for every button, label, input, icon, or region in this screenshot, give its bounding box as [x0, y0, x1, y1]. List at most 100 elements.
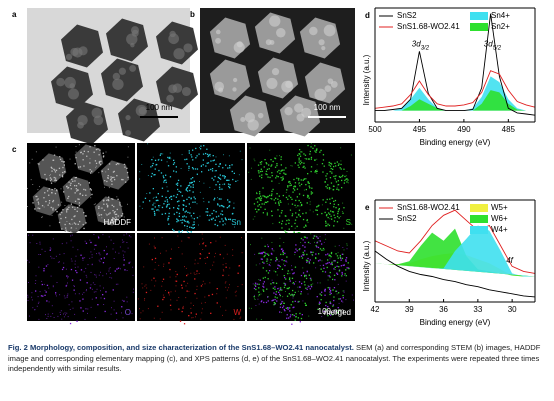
map-noise — [63, 316, 65, 318]
map-dot — [332, 188, 335, 191]
map-noise — [351, 294, 353, 296]
map-dot — [180, 284, 183, 286]
map-dot — [331, 263, 333, 266]
map-noise — [85, 274, 87, 276]
map-dot — [106, 180, 108, 183]
map-noise — [124, 251, 126, 253]
map-dot — [71, 178, 73, 181]
map-dot — [289, 182, 291, 184]
map-dot — [344, 273, 346, 275]
map-noise — [255, 264, 257, 266]
map-dot — [36, 195, 38, 198]
map-noise — [334, 269, 336, 270]
map-noise — [41, 216, 43, 218]
map-dot — [296, 250, 298, 252]
map-dot — [341, 271, 343, 274]
map-dot — [108, 199, 110, 202]
map-dot — [101, 207, 103, 209]
map-dot — [330, 215, 332, 217]
map-dot — [336, 273, 339, 275]
map-dot — [68, 206, 70, 208]
map-noise — [283, 303, 284, 304]
map-noise — [63, 313, 64, 315]
map-noise — [305, 178, 307, 180]
map-dot — [66, 211, 68, 213]
map-dot — [229, 167, 231, 169]
map-noise — [338, 245, 340, 247]
map-dot — [297, 232, 299, 234]
map-dot — [340, 259, 342, 261]
map-noise — [215, 240, 217, 242]
map-dot — [187, 185, 190, 187]
map-dot — [228, 205, 231, 207]
map-noise — [100, 290, 101, 292]
map-dot — [263, 290, 265, 292]
map-dot — [82, 310, 84, 312]
map-dot — [216, 302, 218, 304]
map-noise — [64, 205, 66, 206]
map-dot — [51, 170, 53, 172]
map-dot — [281, 179, 283, 181]
map-noise — [97, 213, 99, 215]
map-dot — [325, 222, 327, 224]
map-noise — [199, 215, 201, 217]
particle — [100, 160, 130, 190]
map-dot — [231, 164, 233, 166]
map-noise — [269, 149, 271, 151]
map-dot — [300, 317, 303, 320]
map-dot — [286, 314, 288, 316]
map-noise — [254, 160, 256, 162]
map-dot — [190, 215, 192, 217]
map-dot — [316, 242, 318, 244]
map-noise — [289, 181, 291, 182]
map-dot — [304, 274, 306, 277]
map-noise — [40, 254, 41, 255]
line — [375, 13, 536, 116]
map-dot — [261, 258, 263, 260]
map-dot — [194, 278, 196, 280]
map-dot — [193, 180, 195, 183]
annotation: 4f — [506, 256, 513, 265]
map-noise — [56, 282, 58, 283]
map-dot — [280, 248, 283, 250]
map-noise — [153, 202, 155, 204]
map-noise — [152, 156, 154, 158]
map-dot — [85, 242, 88, 244]
map-noise — [266, 263, 268, 264]
map-dot — [300, 183, 303, 185]
map-dot — [214, 223, 216, 226]
map-dot — [185, 210, 187, 212]
map-noise — [74, 260, 76, 262]
map-dot — [170, 257, 172, 260]
map-dot — [235, 180, 237, 182]
map-dot — [308, 274, 310, 276]
map-dot — [307, 194, 309, 197]
map-dot — [301, 314, 303, 316]
map-dot — [265, 253, 267, 255]
map-noise — [91, 256, 93, 258]
map-dot — [331, 261, 333, 263]
map-noise — [200, 318, 202, 320]
map-dot — [176, 211, 178, 214]
map-noise — [123, 241, 125, 243]
map-dot — [292, 306, 294, 309]
map-noise — [249, 147, 251, 149]
map-noise — [66, 312, 68, 314]
map-dot — [40, 295, 43, 297]
legend-swatch — [470, 215, 488, 223]
map-dot — [212, 217, 214, 219]
map-dot — [321, 291, 323, 293]
map-dot — [154, 212, 156, 214]
map-noise — [170, 291, 172, 293]
map-dot — [304, 250, 306, 252]
map-dot — [260, 206, 262, 208]
map-dot — [152, 204, 154, 206]
map-dot — [163, 177, 165, 179]
map-noise — [209, 269, 211, 271]
map-dot — [315, 171, 317, 173]
map-dot — [305, 304, 307, 306]
map-noise — [327, 275, 329, 277]
map-noise — [279, 237, 281, 239]
map-dot — [259, 195, 262, 197]
map-dot — [192, 168, 194, 170]
